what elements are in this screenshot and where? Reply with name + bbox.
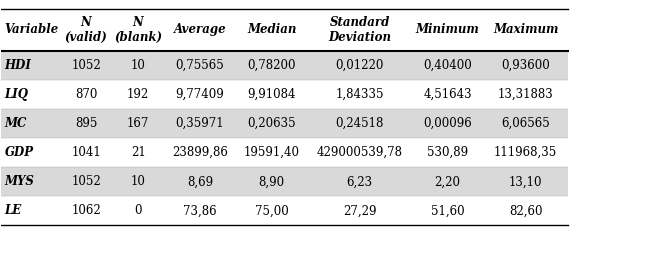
Text: 23899,86: 23899,86 — [172, 146, 228, 159]
Text: 429000539,78: 429000539,78 — [317, 146, 403, 159]
Text: Maximum: Maximum — [493, 23, 559, 36]
Text: 530,89: 530,89 — [427, 146, 468, 159]
Text: 0: 0 — [134, 205, 142, 217]
Text: 0,40400: 0,40400 — [423, 59, 472, 72]
FancyBboxPatch shape — [1, 51, 568, 80]
FancyBboxPatch shape — [1, 138, 568, 167]
Text: GDP: GDP — [5, 146, 34, 159]
FancyBboxPatch shape — [1, 9, 568, 51]
Text: N
(valid): N (valid) — [65, 16, 107, 44]
Text: 0,93600: 0,93600 — [501, 59, 550, 72]
Text: 1052: 1052 — [71, 175, 101, 188]
FancyBboxPatch shape — [1, 80, 568, 109]
Text: Minimum: Minimum — [415, 23, 479, 36]
Text: 0,35971: 0,35971 — [176, 117, 224, 130]
Text: 111968,35: 111968,35 — [494, 146, 557, 159]
Text: 6,06565: 6,06565 — [501, 117, 550, 130]
Text: 8,90: 8,90 — [258, 175, 284, 188]
Text: 19591,40: 19591,40 — [244, 146, 300, 159]
Text: 10: 10 — [131, 59, 146, 72]
Text: 0,20635: 0,20635 — [247, 117, 296, 130]
Text: Standard
Deviation: Standard Deviation — [328, 16, 391, 44]
Text: 13,10: 13,10 — [509, 175, 542, 188]
Text: 2,20: 2,20 — [434, 175, 460, 188]
Text: 0,75565: 0,75565 — [176, 59, 224, 72]
Text: 4,51643: 4,51643 — [423, 88, 472, 101]
Text: 1,84335: 1,84335 — [336, 88, 384, 101]
Text: 192: 192 — [127, 88, 149, 101]
Text: 870: 870 — [75, 88, 97, 101]
Text: 75,00: 75,00 — [255, 205, 288, 217]
Text: 6,23: 6,23 — [347, 175, 373, 188]
FancyBboxPatch shape — [1, 167, 568, 196]
Text: 0,24518: 0,24518 — [336, 117, 384, 130]
Text: 0,00096: 0,00096 — [423, 117, 472, 130]
Text: 0,78200: 0,78200 — [247, 59, 296, 72]
Text: 9,91084: 9,91084 — [247, 88, 296, 101]
Text: 13,31883: 13,31883 — [498, 88, 553, 101]
Text: LIQ: LIQ — [5, 88, 29, 101]
Text: 1052: 1052 — [71, 59, 101, 72]
Text: 1041: 1041 — [71, 146, 101, 159]
Text: 167: 167 — [127, 117, 149, 130]
Text: Median: Median — [247, 23, 296, 36]
Text: LE: LE — [5, 205, 22, 217]
Text: Variable: Variable — [5, 23, 59, 36]
Text: 9,77409: 9,77409 — [176, 88, 224, 101]
Text: MYS: MYS — [5, 175, 35, 188]
Text: 895: 895 — [75, 117, 97, 130]
Text: Average: Average — [174, 23, 226, 36]
Text: N
(blank): N (blank) — [114, 16, 162, 44]
Text: 1062: 1062 — [71, 205, 101, 217]
Text: MC: MC — [5, 117, 27, 130]
Text: 82,60: 82,60 — [509, 205, 542, 217]
Text: 27,29: 27,29 — [343, 205, 376, 217]
Text: 8,69: 8,69 — [187, 175, 213, 188]
Text: 73,86: 73,86 — [183, 205, 217, 217]
FancyBboxPatch shape — [1, 109, 568, 138]
Text: 10: 10 — [131, 175, 146, 188]
FancyBboxPatch shape — [1, 196, 568, 226]
Text: HDI: HDI — [5, 59, 31, 72]
Text: 0,01220: 0,01220 — [336, 59, 384, 72]
Text: 21: 21 — [131, 146, 146, 159]
Text: 51,60: 51,60 — [431, 205, 464, 217]
